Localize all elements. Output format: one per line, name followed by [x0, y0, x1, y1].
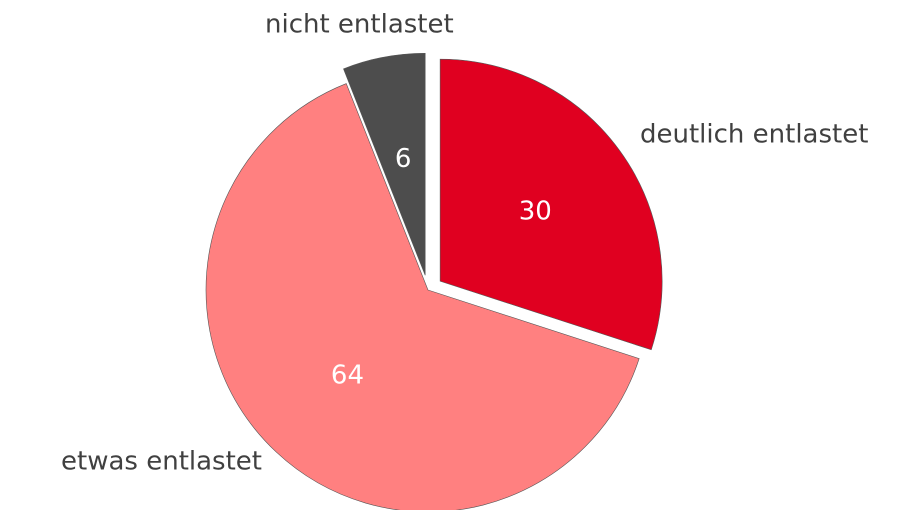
category-label: deutlich entlastet	[640, 120, 868, 150]
pie-slice	[439, 58, 663, 351]
category-label: etwas entlastet	[61, 447, 262, 477]
value-label: 6	[395, 144, 412, 174]
value-label: 30	[519, 197, 552, 227]
pie-slice	[343, 52, 426, 276]
category-label: nicht entlastet	[265, 10, 454, 40]
pie-slice	[205, 83, 640, 510]
value-label: 64	[331, 360, 364, 390]
